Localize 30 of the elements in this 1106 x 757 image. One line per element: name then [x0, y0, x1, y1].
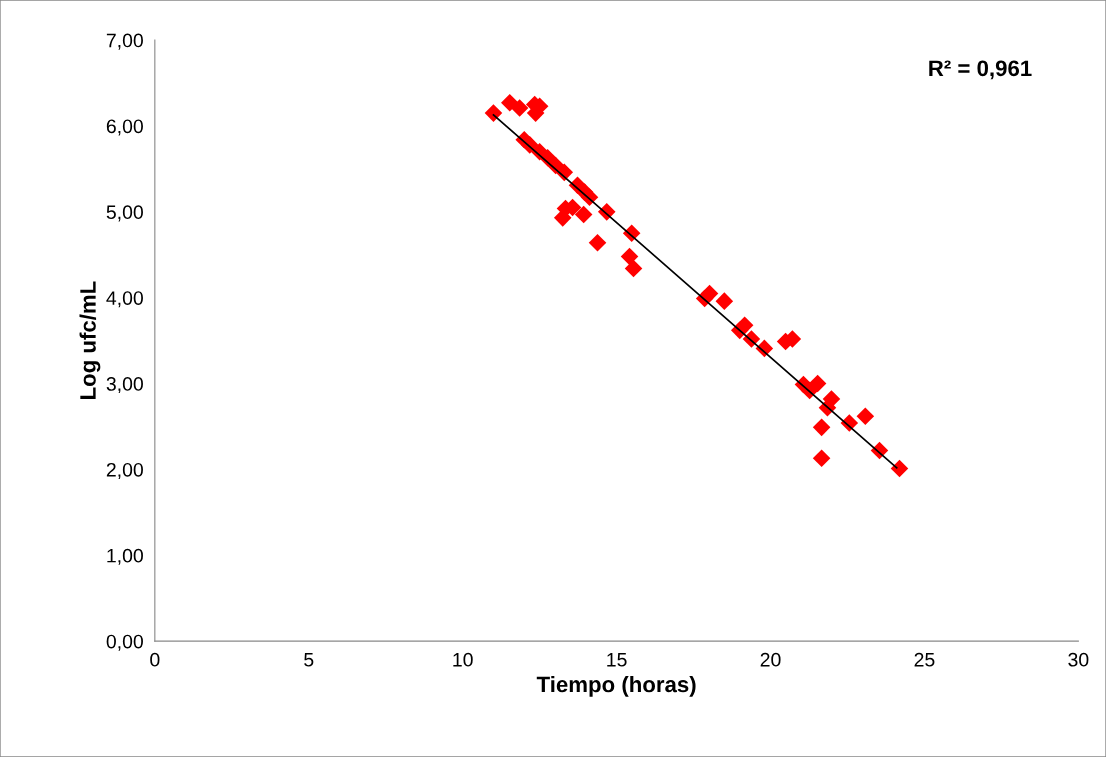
y-tick-label: 3,00 — [106, 377, 143, 394]
y-tick-label: 4,00 — [106, 291, 143, 308]
point — [856, 407, 875, 425]
x-tick-label: 10 — [453, 652, 473, 667]
point — [808, 374, 827, 393]
point — [484, 104, 503, 122]
point — [620, 247, 639, 266]
x-axis-title: Tiempo (horas) — [536, 675, 696, 697]
x-tick-label: 25 — [914, 652, 935, 667]
y-tick-label: 5,00 — [106, 205, 143, 222]
y-tick-label: 6,00 — [106, 119, 143, 136]
x-tick-label: 0 — [150, 652, 160, 667]
x-tick-label: 5 — [304, 653, 314, 667]
x-tick-label: 15 — [607, 653, 627, 667]
point — [510, 99, 529, 117]
point — [812, 449, 831, 468]
x-tick-label: 20 — [760, 652, 781, 667]
y-tick-label: 2,00 — [106, 462, 143, 479]
point — [574, 205, 593, 224]
point — [624, 259, 643, 278]
y-tick-label: 1,00 — [107, 548, 143, 565]
y-tick-label: 7,00 — [106, 33, 143, 50]
annotation: R² = 0,961 — [929, 60, 1032, 80]
point — [715, 292, 734, 310]
x-tick-label: 30 — [1068, 652, 1089, 667]
point — [553, 209, 572, 227]
point — [588, 233, 607, 252]
y-axis-title: Log ufc/mL — [79, 281, 101, 400]
y-tick-label: 0,00 — [106, 634, 143, 651]
point — [812, 418, 831, 437]
